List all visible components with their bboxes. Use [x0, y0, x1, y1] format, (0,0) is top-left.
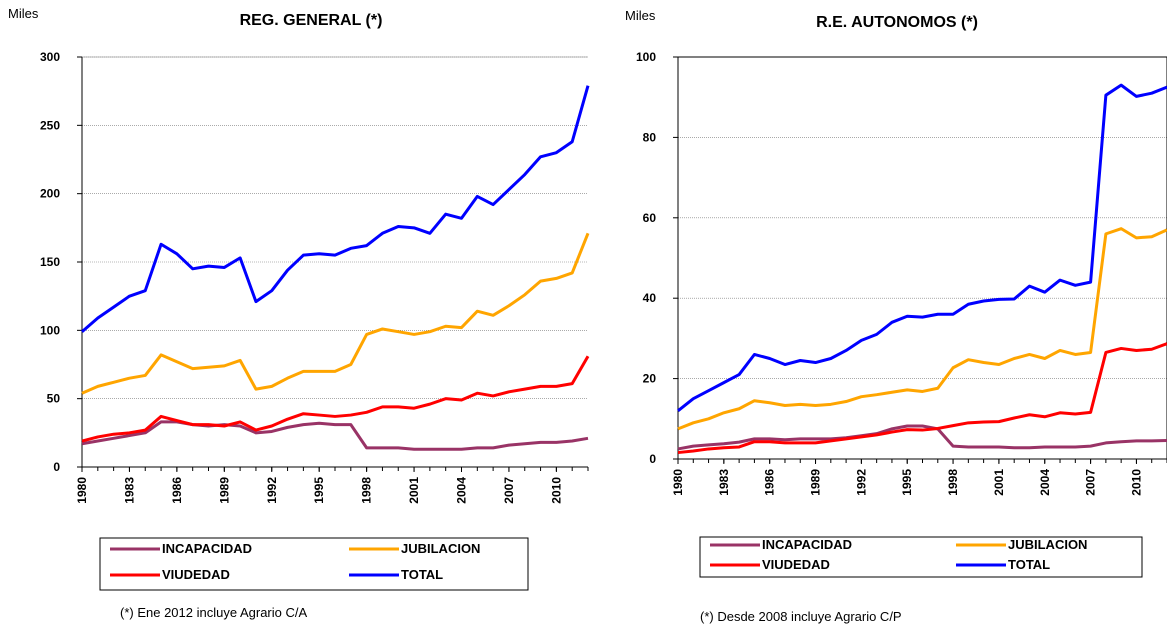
series-line: [81, 85, 590, 333]
y-tick-label: 50: [47, 392, 61, 406]
x-tick-label: 2001: [992, 469, 1006, 496]
legend-label: TOTAL: [1008, 557, 1050, 572]
x-tick-label: 1989: [217, 477, 231, 504]
series-line: [677, 227, 1167, 431]
y-tick-label: 60: [643, 211, 657, 225]
x-tick-label: 1998: [360, 477, 374, 504]
legend-label: INCAPACIDAD: [162, 541, 252, 556]
y-tick-label: 40: [643, 291, 657, 305]
x-tick-label: 1995: [900, 469, 914, 496]
note: (*) Ene 2012 incluye Agrario C/A: [120, 605, 307, 620]
x-tick-label: 1980: [671, 469, 685, 496]
x-tick-label: 1998: [946, 469, 960, 496]
y-tick-label: 0: [649, 452, 656, 466]
y-tick-label: 150: [40, 255, 60, 269]
legend-label: INCAPACIDAD: [762, 537, 852, 552]
x-tick-label: 1983: [717, 469, 731, 496]
x-tick-label: 2004: [1038, 469, 1052, 496]
x-tick-label: 2004: [455, 477, 469, 504]
series-line: [677, 83, 1167, 412]
y-tick-label: 80: [643, 130, 657, 144]
legend-label: JUBILACION: [1008, 537, 1087, 552]
x-tick-label: 1986: [763, 469, 777, 496]
note: (*) Desde 2008 incluye Agrario C/P: [700, 609, 902, 624]
legend-label: JUBILACION: [401, 541, 480, 556]
series-line: [81, 355, 590, 443]
y-axis-label: Miles: [625, 8, 656, 23]
legend-label: VIUDEDAD: [162, 567, 230, 582]
series-line: [677, 342, 1167, 455]
x-tick-label: 2007: [1084, 469, 1098, 496]
series-line: [81, 420, 589, 451]
y-tick-label: 300: [40, 50, 60, 64]
x-tick-label: 1980: [75, 477, 89, 504]
y-axis-label: Miles: [8, 6, 39, 21]
legend-label: TOTAL: [401, 567, 443, 582]
x-tick-label: 1986: [170, 477, 184, 504]
x-tick-label: 1983: [122, 477, 136, 504]
series-line: [81, 232, 590, 395]
series-line: [677, 424, 1167, 451]
x-tick-label: 1992: [854, 469, 868, 496]
chart-title: REG. GENERAL (*): [240, 12, 383, 29]
x-tick-label: 1989: [809, 469, 823, 496]
x-tick-label: 2001: [407, 477, 421, 504]
chart-title: R.E. AUTONOMOS (*): [816, 14, 978, 31]
y-tick-label: 20: [643, 372, 657, 386]
x-tick-label: 2010: [1129, 469, 1143, 496]
y-tick-label: 250: [40, 118, 60, 132]
x-tick-label: 1992: [265, 477, 279, 504]
legend-box: [699, 536, 1143, 578]
x-tick-label: 1995: [312, 477, 326, 504]
y-tick-label: 100: [636, 50, 656, 64]
legend-label: VIUDEDAD: [762, 557, 830, 572]
x-tick-label: 2007: [502, 477, 516, 504]
y-tick-label: 200: [40, 187, 60, 201]
y-tick-label: 100: [40, 323, 60, 337]
legend-box: [99, 537, 529, 591]
x-tick-label: 2010: [549, 477, 563, 504]
y-tick-label: 0: [53, 460, 60, 474]
